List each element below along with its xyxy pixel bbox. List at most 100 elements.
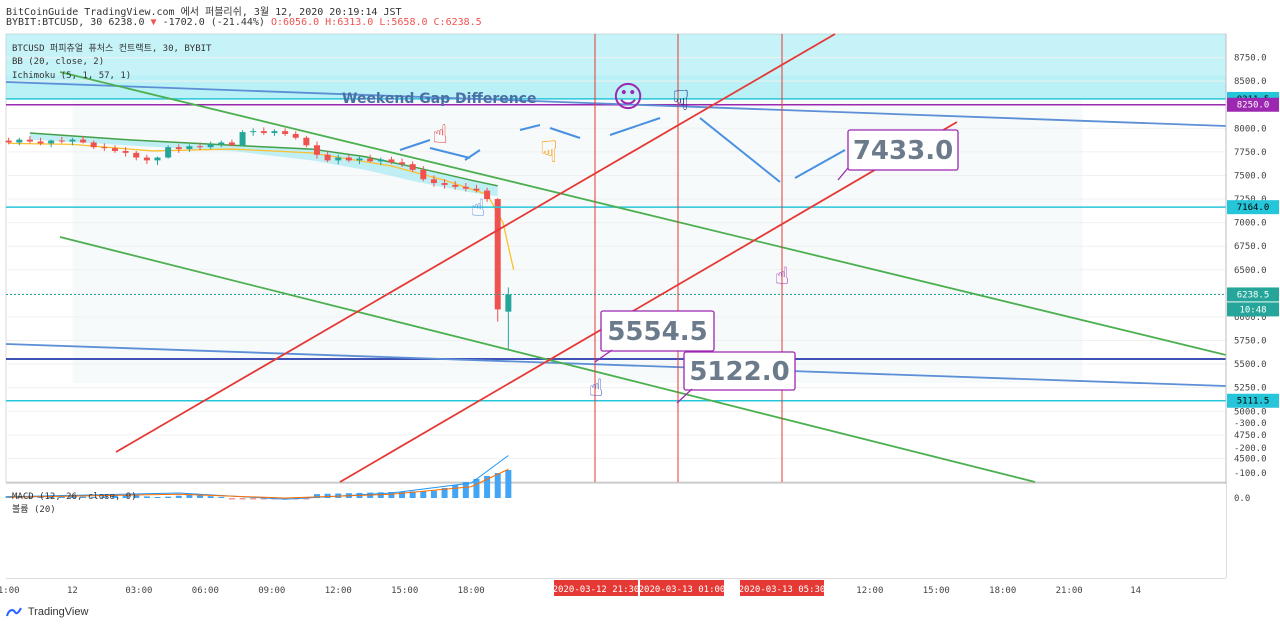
candle-body [420, 169, 427, 180]
candle-body [324, 154, 331, 161]
price-label-box [1227, 393, 1279, 408]
macd-histogram-bar [239, 498, 246, 500]
x-tick-label: 12:00 [325, 586, 352, 596]
blue-arrow-1 [464, 149, 481, 161]
macd-histogram-bar [186, 495, 193, 498]
y-tick-label: 7750.0 [1234, 148, 1267, 158]
candle-body [250, 131, 257, 133]
macd-histogram-bar [420, 491, 427, 498]
trendline-green-top [59, 71, 1227, 356]
y-tick-label: 8000.0 [1234, 124, 1267, 134]
macd-histogram-bar [111, 495, 118, 498]
macd-histogram-bar [26, 496, 33, 498]
candle-body [90, 142, 97, 148]
time-label-text: 2020-03-13 05:30 [739, 585, 826, 595]
candle-body [186, 146, 193, 150]
y-tick-label: 4500.0 [1234, 454, 1267, 464]
y-tick-label: 8750.0 [1234, 54, 1267, 64]
macd-histogram-bar [484, 476, 491, 498]
pointing-up-hand-red-icon: ☝ [432, 120, 448, 150]
candle-body [16, 139, 23, 143]
callout-5122-box [683, 351, 796, 391]
price-label-text: 5111.5 [1237, 397, 1270, 407]
candle-body [367, 158, 374, 162]
macd-histogram-bar [175, 495, 182, 498]
y-tick-label: 6750.0 [1234, 242, 1267, 252]
blue-arrow-5 [699, 117, 781, 183]
candle-body [505, 294, 512, 312]
ichimoku-cloud [29, 133, 498, 197]
x-tick-label: 06:00 [192, 586, 219, 596]
macd-histogram-bar [388, 492, 395, 498]
candle-body [197, 146, 204, 148]
x-tick-label: 21:00 [0, 586, 20, 596]
candle-body [441, 183, 448, 185]
blue-arrow-6 [794, 149, 846, 179]
y-tick-label: 6000.0 [1234, 313, 1267, 323]
trendline-blue-bottom [5, 343, 1227, 387]
candle-body [388, 159, 395, 163]
macd-histogram-bar [122, 495, 129, 498]
header-ohlc: O:6056.0 H:6313.0 L:5658.0 C:6238.5 [270, 17, 482, 28]
macd-histogram-bar [452, 485, 459, 498]
blue-arrow-2 [519, 124, 541, 131]
signal-line [8, 468, 509, 499]
macd-histogram-bar [207, 496, 214, 498]
candle-body [143, 157, 150, 161]
candle-body [260, 131, 267, 134]
tradingview-logo-icon [6, 607, 22, 617]
candle-body [271, 131, 278, 134]
candle-body [462, 186, 469, 189]
macd-histogram-bar [218, 496, 225, 498]
candle-body [5, 140, 12, 143]
price-label-box [1227, 97, 1279, 112]
x-tick-label: 18:00 [458, 586, 485, 596]
macd-histogram-bar [473, 479, 480, 498]
y-tick-label: 5000.0 [1234, 407, 1267, 417]
macd-histogram-bar [133, 495, 140, 498]
macd-tick-label: 0.0 [1234, 494, 1250, 504]
macd-histogram-bar [494, 473, 501, 498]
legend-ichimoku: Ichimoku (5, 1, 57, 1) [12, 71, 131, 81]
macd-histogram-bar [430, 490, 437, 498]
candle-body [303, 137, 310, 146]
trendline-red-1 [115, 33, 836, 453]
macd-histogram-bar [324, 493, 331, 498]
pointing-down-hand-icon: ☟ [672, 84, 689, 117]
trendline-blue-top [5, 81, 1227, 127]
price-label-box [1227, 302, 1279, 317]
candle-body [239, 132, 246, 146]
y-tick-label: 7000.0 [1234, 219, 1267, 229]
macd-tick-label: -100.0 [1234, 469, 1267, 479]
y-tick-label: 5750.0 [1234, 337, 1267, 347]
macd-histogram-bar [303, 498, 310, 500]
candle-body [282, 131, 289, 134]
callout-5122-text: 5122.0 [689, 357, 789, 387]
macd-tick-label: -300.0 [1234, 419, 1267, 429]
x-tick-label: 12 [67, 586, 78, 596]
candle-body [377, 159, 384, 162]
x-tick-label: 15:00 [923, 586, 950, 596]
macd-histogram-bar [250, 498, 257, 500]
pointing-up-hand-purple-icon: ☝ [775, 262, 790, 290]
price-label-box [1227, 287, 1279, 302]
candle-body [473, 188, 480, 191]
candle-body [26, 139, 33, 142]
time-label-box [554, 580, 638, 596]
x-tick-label: 09:00 [258, 586, 285, 596]
pointing-up-hand-blue-icon: ☝ [471, 194, 486, 222]
tradingview-brand[interactable]: TradingView [6, 606, 88, 618]
y-tick-label: 7500.0 [1234, 171, 1267, 181]
legend-bb: BB (20, close, 2) [12, 57, 104, 67]
macd-histogram-bar [313, 494, 320, 498]
candle-body [335, 157, 342, 161]
macd-histogram-bar [101, 496, 108, 498]
macd-histogram-bar [505, 470, 512, 498]
blue-arrow-3 [549, 127, 581, 139]
time-label-text: 2020-03-12 21:30 [553, 585, 640, 595]
candle-body [399, 162, 406, 165]
blue-arrow-0 [429, 147, 471, 159]
candle-body [48, 140, 55, 144]
price-label-box [1227, 200, 1279, 215]
